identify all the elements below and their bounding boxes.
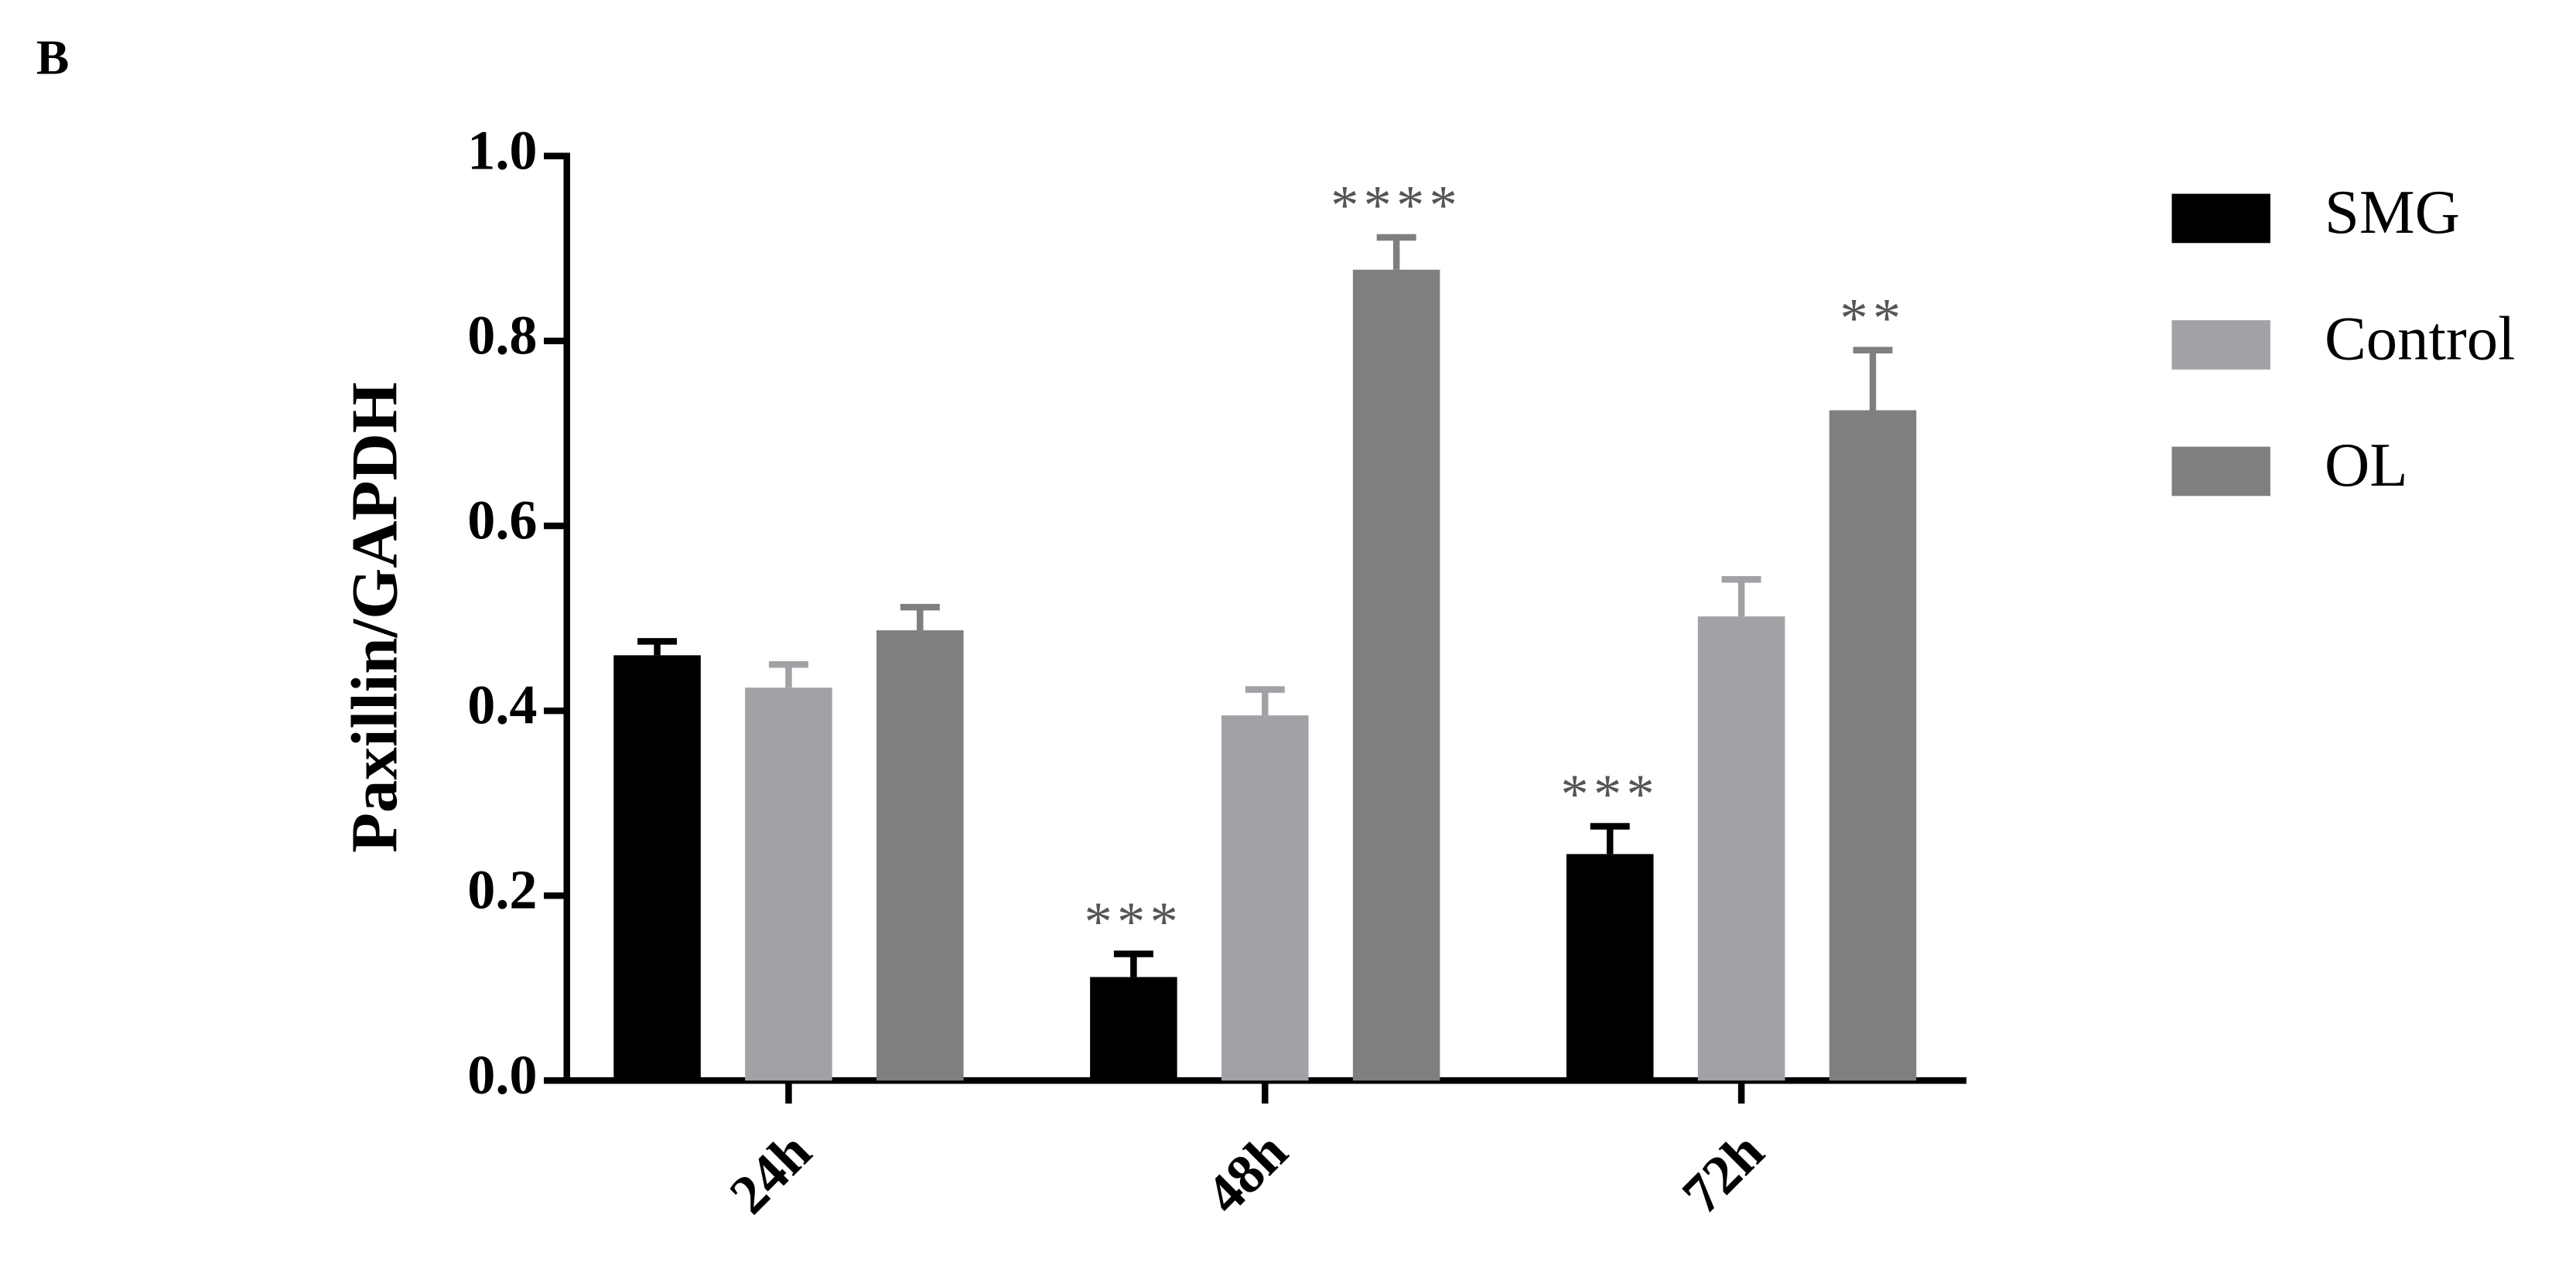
bar: [1829, 410, 1917, 1081]
y-tick-label: 0.4: [467, 674, 537, 736]
legend-label: SMG: [2325, 178, 2460, 247]
bar: [1221, 715, 1309, 1081]
bar: [613, 655, 701, 1081]
legend-label: Control: [2325, 304, 2516, 373]
bar: [1566, 854, 1654, 1081]
error-bar: [1113, 950, 1153, 977]
significance-label: ****: [1331, 175, 1462, 237]
significance-label: ***: [1561, 763, 1659, 825]
y-tick-label: 0.0: [467, 1044, 537, 1106]
legend-swatch: [2171, 320, 2270, 370]
y-tick-label: 0.2: [467, 859, 537, 921]
significance-label: **: [1840, 287, 1906, 349]
bar: [876, 630, 964, 1081]
bar: [1697, 616, 1785, 1081]
x-tick-label: 72h: [1670, 1121, 1775, 1226]
y-tick-label: 0.6: [467, 490, 537, 551]
y-axis-label: Paxillin/GAPDH: [338, 382, 411, 853]
error-bar: [1245, 686, 1285, 716]
error-bar: [768, 661, 808, 688]
error-bar: [637, 638, 678, 656]
error-bar: [900, 603, 940, 631]
error-bar: [1590, 823, 1630, 855]
y-tick-label: 0.8: [467, 304, 537, 366]
panel-label: B: [36, 29, 69, 84]
legend-label: OL: [2325, 431, 2408, 500]
legend-swatch: [2171, 446, 2270, 496]
error-bar: [1376, 234, 1416, 270]
error-bar: [1721, 576, 1761, 617]
bar: [1352, 269, 1440, 1081]
y-tick-label: 1.0: [467, 119, 537, 181]
legend-swatch: [2171, 193, 2270, 244]
x-tick-label: 48h: [1194, 1121, 1300, 1226]
bar: [1090, 977, 1177, 1081]
bar: [745, 687, 832, 1081]
significance-label: ***: [1085, 891, 1183, 953]
x-tick-label: 24h: [718, 1121, 823, 1226]
error-bar: [1853, 346, 1893, 411]
